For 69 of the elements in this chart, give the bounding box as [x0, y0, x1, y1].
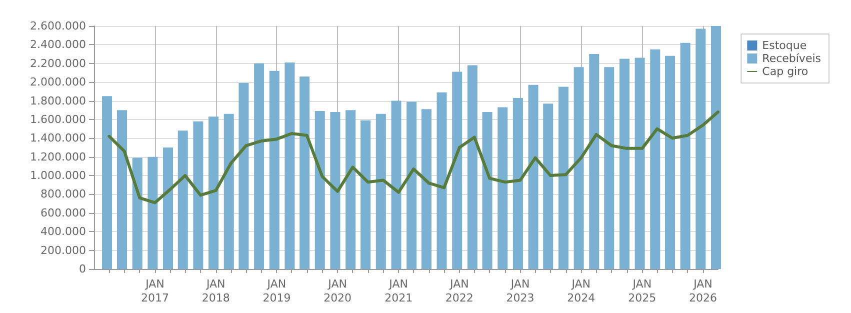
- x-tick-label: JAN 2025: [628, 278, 656, 304]
- bar: [696, 28, 706, 269]
- y-tick-label: 2.400.000: [30, 38, 86, 52]
- y-tick-label: 1.800.000: [30, 94, 86, 108]
- x-tick-label: JAN 2018: [202, 278, 230, 304]
- legend-label: Cap giro: [762, 65, 808, 78]
- bar: [117, 110, 128, 269]
- bar: [360, 120, 371, 269]
- y-tick-label: 1.200.000: [30, 150, 86, 164]
- bar: [604, 67, 614, 269]
- x-tick-label: JAN 2019: [262, 278, 291, 304]
- bar: [391, 100, 402, 269]
- bar: [436, 92, 447, 269]
- legend-label: Estoque: [762, 39, 807, 52]
- bar: [574, 67, 584, 269]
- y-tick-label: 1.400.000: [30, 132, 86, 145]
- line-series: [108, 110, 720, 204]
- bar: [314, 111, 325, 269]
- bar: [498, 107, 508, 269]
- bar: [558, 86, 568, 269]
- y-tick-label: 2.000.000: [30, 76, 86, 89]
- x-tick-label: JAN 2017: [141, 278, 170, 304]
- bar: [512, 98, 523, 269]
- y-tick-label: 600.000: [40, 206, 86, 220]
- x-tick-label: JAN 2023: [506, 278, 534, 304]
- bar: [543, 104, 554, 269]
- bar: [224, 114, 234, 269]
- bar: [254, 63, 264, 269]
- bar: [421, 109, 432, 269]
- x-tick-label: JAN 2024: [567, 278, 596, 304]
- bar: [148, 156, 158, 269]
- y-tick-label: 0: [79, 262, 86, 276]
- bar: [528, 84, 538, 269]
- bar: [208, 116, 219, 269]
- x-tick-label: JAN 2026: [688, 278, 717, 304]
- x-tick-label: JAN 2022: [445, 278, 474, 304]
- y-tick-label: 2.600.000: [30, 20, 86, 32]
- bar: [330, 112, 340, 269]
- y-tick-label: 200.000: [40, 244, 86, 257]
- bar: [467, 65, 478, 269]
- bar: [269, 70, 280, 269]
- bar: [163, 148, 174, 269]
- bar: [284, 62, 295, 269]
- bar: [238, 83, 249, 269]
- bar: [406, 102, 417, 269]
- x-tick-label: JAN 2020: [324, 278, 352, 304]
- bar: [680, 42, 690, 269]
- bar: [178, 130, 188, 269]
- y-tick-label: 400.000: [40, 225, 86, 238]
- bar: [452, 72, 462, 269]
- bar: [650, 49, 660, 269]
- bar: [619, 58, 630, 269]
- bar: [376, 114, 386, 269]
- y-tick-label: 1.000.000: [30, 169, 86, 182]
- bar: [711, 26, 721, 269]
- bar: [664, 56, 675, 269]
- bar: [482, 112, 492, 269]
- bar: [634, 58, 645, 269]
- bar: [346, 110, 356, 269]
- x-tick-label: JAN 2021: [384, 278, 413, 304]
- y-tick-label: 2.200.000: [30, 56, 86, 70]
- bar: [132, 158, 142, 269]
- y-tick-label: 800.000: [40, 188, 86, 201]
- bar: [193, 121, 204, 269]
- bar: [589, 54, 600, 269]
- bar: [102, 96, 112, 269]
- legend-label: Recebíveis: [762, 52, 822, 65]
- y-tick-label: 1.600.000: [30, 112, 86, 126]
- bar: [300, 76, 310, 269]
